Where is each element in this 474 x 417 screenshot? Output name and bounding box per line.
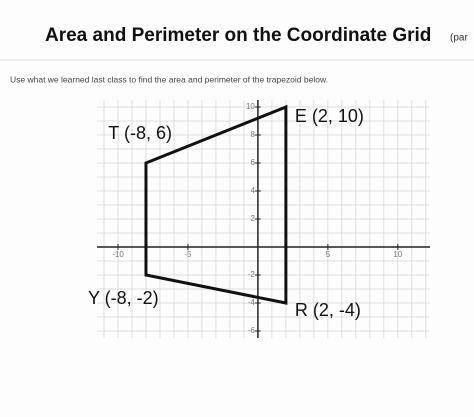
x-tick-label: -10 bbox=[112, 250, 124, 259]
y-tick-label: 4 bbox=[250, 186, 255, 195]
x-tick-label: 5 bbox=[326, 250, 331, 259]
y-tick-label: -2 bbox=[248, 270, 256, 279]
y-tick-label: 8 bbox=[250, 130, 255, 139]
title-tail: (par bbox=[450, 33, 468, 44]
subtitle: Use what we learned last class to find t… bbox=[10, 74, 328, 84]
trapezoid bbox=[144, 104, 288, 305]
x-tick-label: 10 bbox=[393, 250, 402, 259]
y-tick-label: 2 bbox=[250, 214, 255, 223]
point-label: E (2, 10) bbox=[295, 106, 364, 126]
y-tick-label: 6 bbox=[250, 158, 255, 167]
point-label: T (-8, 6) bbox=[108, 123, 172, 143]
chart-title: Area and Perimeter on the Coordinate Gri… bbox=[45, 25, 431, 46]
y-tick-label: -6 bbox=[248, 326, 256, 335]
x-tick-label: -5 bbox=[184, 250, 192, 259]
y-tick-label: 10 bbox=[246, 102, 255, 111]
point-label: Y (-8, -2) bbox=[88, 288, 159, 308]
point-label: R (2, -4) bbox=[295, 300, 361, 320]
y-tick-label: -4 bbox=[248, 298, 256, 307]
